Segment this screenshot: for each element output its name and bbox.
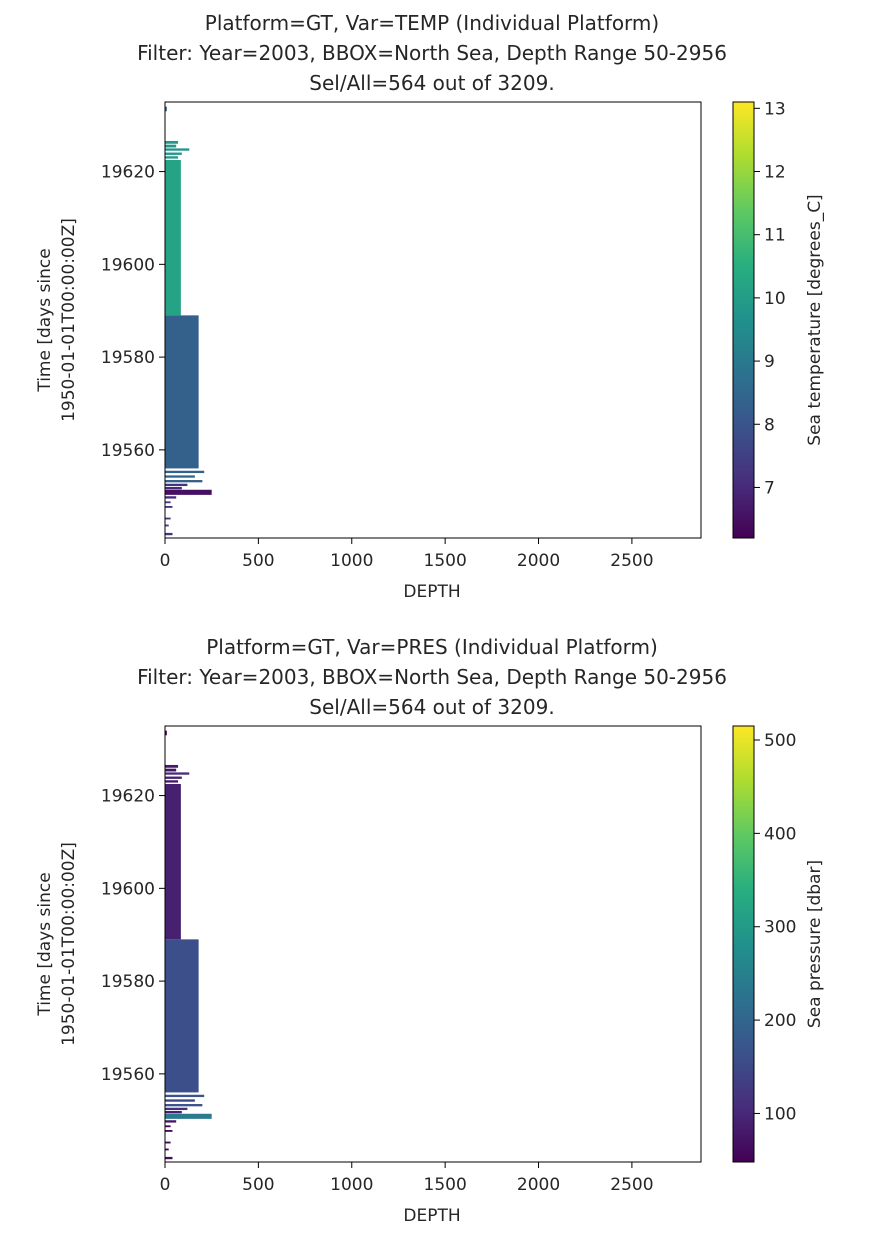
- y-axis-label-line-1: Time [days since: [35, 872, 55, 1016]
- data-segment: [165, 140, 179, 144]
- x-tick-label: 2000: [517, 1175, 560, 1195]
- data-segment: [165, 156, 179, 159]
- y-tick-label: 19560: [101, 1065, 155, 1085]
- x-tick-label: 1000: [330, 551, 373, 571]
- colorbar-tick-label: 200: [764, 1011, 796, 1031]
- data-segment: [165, 159, 181, 316]
- data-segment: [165, 524, 169, 527]
- data-segment: [165, 480, 203, 483]
- x-tick-label: 1500: [424, 1175, 467, 1195]
- data-segment: [165, 1113, 212, 1119]
- colorbar: [732, 725, 755, 1163]
- y-tick-label: 19560: [101, 441, 155, 461]
- colorbar-tick-label: 10: [764, 289, 786, 309]
- data-segment: [165, 776, 182, 779]
- data-segment: [165, 489, 212, 495]
- data-segment: [165, 1099, 195, 1102]
- x-tick-label: 0: [160, 551, 171, 571]
- data-segment: [165, 1148, 169, 1151]
- y-axis-label-line-2: 1950-01-01T00:00:00Z]: [59, 842, 79, 1046]
- data-segment: [165, 780, 179, 783]
- data-segment: [165, 486, 182, 490]
- data-segment: [165, 783, 181, 940]
- data-segment: [165, 1094, 205, 1098]
- x-axis-label: DEPTH: [403, 1206, 460, 1226]
- chart-title-line-1: Platform=GT, Var=TEMP (Individual Platfo…: [205, 11, 659, 35]
- x-tick-label: 0: [160, 1175, 171, 1195]
- y-axis-label-line-2: 1950-01-01T00:00:00Z]: [59, 218, 79, 422]
- x-tick-label: 1500: [424, 551, 467, 571]
- data-segment: [165, 768, 177, 772]
- data-segment: [165, 532, 173, 536]
- data-segment: [165, 764, 179, 768]
- y-tick-label: 19600: [101, 879, 155, 899]
- data-segment: [165, 1141, 171, 1144]
- data-segment: [165, 517, 171, 520]
- data-segment: [165, 148, 190, 151]
- data-segment: [165, 939, 199, 1093]
- data-segment: [165, 501, 171, 504]
- colorbar-tick-label: 12: [764, 163, 786, 183]
- data-segment: [165, 152, 182, 155]
- x-axis-label: DEPTH: [403, 582, 460, 602]
- chart-title-line-2: Filter: Year=2003, BBOX=North Sea, Depth…: [137, 41, 727, 65]
- y-tick-label: 19620: [101, 787, 155, 807]
- colorbar-tick-label: 7: [764, 478, 775, 498]
- chart-title-line-1: Platform=GT, Var=PRES (Individual Platfo…: [206, 635, 658, 659]
- colorbar-tick-label: 500: [764, 731, 796, 751]
- x-tick-label: 500: [242, 551, 274, 571]
- x-tick-label: 2500: [610, 551, 653, 571]
- pressure-chart: Platform=GT, Var=PRES (Individual Platfo…: [35, 635, 825, 1226]
- data-segment: [165, 1120, 177, 1123]
- colorbar-label: Sea temperature [degrees_C]: [805, 194, 825, 445]
- data-segment: [165, 483, 188, 487]
- data-segment: [165, 315, 199, 469]
- colorbar-tick-label: 400: [764, 824, 796, 844]
- colorbar-tick-label: 100: [764, 1104, 796, 1124]
- data-segment: [165, 470, 205, 474]
- data-segment: [165, 505, 173, 508]
- data-segment: [165, 1107, 188, 1111]
- colorbar-tick-label: 9: [764, 352, 775, 372]
- data-segment: [165, 730, 167, 736]
- colorbar-tick-label: 13: [764, 99, 786, 119]
- data-segment: [165, 1125, 171, 1128]
- data-segment: [165, 144, 177, 148]
- chart-title-line-2: Filter: Year=2003, BBOX=North Sea, Depth…: [137, 665, 727, 689]
- data-segment: [165, 475, 195, 478]
- plot-frame: [164, 101, 702, 539]
- colorbar-tick-label: 300: [764, 918, 796, 938]
- x-tick-label: 2500: [610, 1175, 653, 1195]
- colorbar-label: Sea pressure [dbar]: [805, 860, 825, 1028]
- chart-title-line-3: Sel/All=564 out of 3209.: [309, 695, 554, 719]
- y-axis-label-line-1: Time [days since: [35, 248, 55, 392]
- temperature-chart: Platform=GT, Var=TEMP (Individual Platfo…: [35, 11, 825, 602]
- data-segment: [165, 106, 167, 112]
- y-tick-label: 19620: [101, 163, 155, 183]
- x-tick-label: 2000: [517, 551, 560, 571]
- colorbar-tick-label: 8: [764, 415, 775, 435]
- data-segment: [165, 1156, 173, 1160]
- data-segment: [165, 1129, 173, 1132]
- data-segment: [165, 1110, 182, 1114]
- colorbar: [732, 101, 755, 539]
- y-tick-label: 19580: [101, 348, 155, 368]
- chart-title-line-3: Sel/All=564 out of 3209.: [309, 71, 554, 95]
- plot-frame: [164, 725, 702, 1163]
- x-tick-label: 500: [242, 1175, 274, 1195]
- colorbar-tick-label: 11: [764, 226, 786, 246]
- x-tick-label: 1000: [330, 1175, 373, 1195]
- data-segment: [165, 1104, 203, 1107]
- y-tick-label: 19600: [101, 255, 155, 275]
- data-segment: [165, 496, 177, 499]
- y-tick-label: 19580: [101, 972, 155, 992]
- data-segment: [165, 772, 190, 775]
